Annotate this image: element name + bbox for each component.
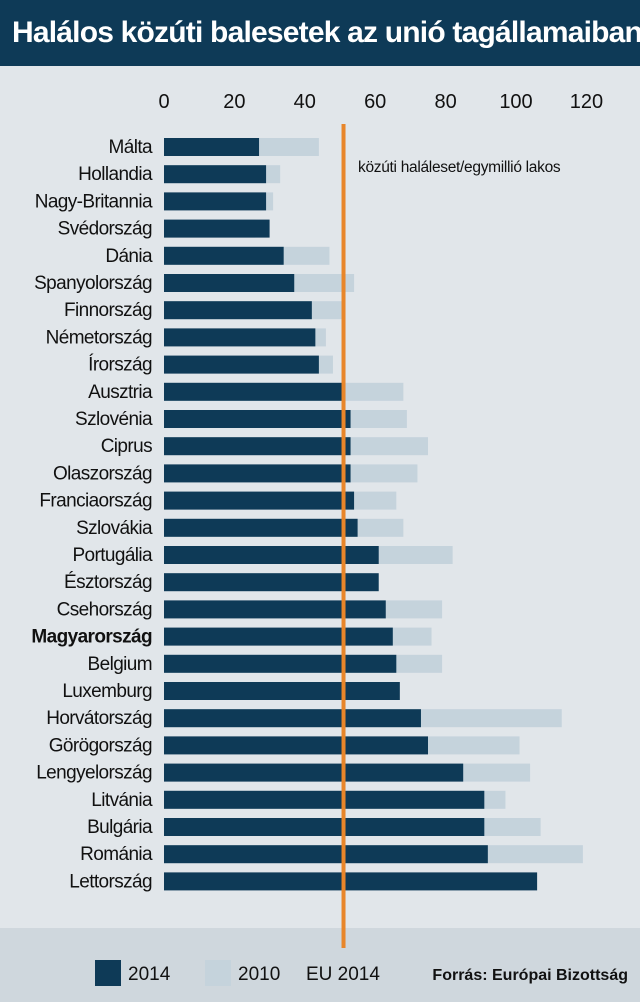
category-label: Németország (46, 327, 152, 348)
legend-label-2010: 2010 (238, 964, 280, 985)
bar-2014 (164, 410, 351, 428)
bar-2014 (164, 165, 267, 184)
category-label: Írország (88, 355, 152, 376)
x-tick-label: 120 (570, 91, 603, 113)
x-tick-label: 80 (434, 91, 456, 113)
bar-2014 (164, 654, 397, 673)
legend-swatch-2014 (95, 960, 121, 986)
category-labels: Málta Hollandia Nagy-Britannia Svédország Dá… (31, 137, 153, 892)
legend-label-2014: 2014 (128, 964, 171, 985)
bar-2014 (164, 790, 485, 809)
x-tick-label: 20 (223, 91, 245, 113)
category-label: Bulgária (87, 817, 153, 838)
page-title: Halálos közúti balesetek az unió tagálla… (12, 16, 640, 49)
category-label: Belgium (88, 654, 152, 675)
category-label: Lettország (69, 871, 152, 892)
category-label: Dánia (105, 246, 153, 267)
bar-2014 (164, 518, 358, 537)
bar-2014 (164, 709, 421, 728)
legend-label-eu-2014: EU 2014 (306, 964, 380, 985)
bar-2014 (164, 437, 351, 456)
category-label: Görögország (49, 735, 152, 756)
category-label: Svédország (58, 219, 152, 240)
bar-2014 (164, 219, 270, 238)
category-label: Nagy-Britannia (35, 191, 153, 212)
bar-2014 (164, 763, 464, 782)
category-label: Ausztria (88, 382, 153, 403)
category-label: Finnország (64, 300, 152, 321)
category-label: Horvátország (46, 708, 152, 729)
bar-2014 (164, 464, 351, 483)
x-tick-label: 40 (294, 91, 316, 113)
category-label: Lengyelország (36, 763, 152, 784)
category-label: Románia (80, 844, 153, 865)
x-tick-label: 60 (364, 91, 386, 113)
series-2014 (164, 138, 538, 891)
bar-2014 (164, 491, 355, 510)
category-label: Olaszország (53, 463, 152, 484)
bar-2014 (164, 355, 319, 374)
bar-2014 (164, 274, 295, 292)
title-bar: Halálos közúti balesetek az unió tagálla… (0, 0, 640, 66)
bar-2014 (164, 546, 379, 564)
legend-swatch-2010 (205, 960, 231, 986)
category-label: Franciaország (39, 491, 152, 512)
bar-2014 (164, 192, 267, 211)
category-label: Magyarország (31, 627, 152, 648)
unit-label: közúti haláleset/egymillió lakos (358, 159, 561, 176)
bar-2014 (164, 818, 485, 836)
bar-2014 (164, 573, 379, 592)
category-label: Málta (109, 137, 153, 158)
category-label: Portugália (72, 545, 153, 566)
bar-2014 (164, 246, 284, 265)
bar-2014 (164, 845, 488, 864)
x-tick-label: 0 (158, 91, 169, 113)
category-label: Luxemburg (62, 681, 152, 702)
x-axis-ticks: 0 20 40 60 80 100 120 (158, 91, 603, 113)
x-tick-label: 100 (499, 91, 532, 113)
legend: 2014 2010 EU 2014 Forrás: Európai Bizott… (95, 960, 628, 986)
bar-2014 (164, 138, 260, 156)
bar-2014 (164, 682, 400, 700)
category-label: Szlovénia (75, 409, 153, 430)
category-label: Litvánia (91, 790, 153, 811)
bar-2014 (164, 301, 312, 320)
category-label: Szlovákia (76, 518, 153, 539)
category-label: Hollandia (78, 164, 153, 185)
bar-2014 (164, 382, 344, 401)
category-label: Ciprus (101, 436, 152, 457)
bar-2014 (164, 736, 428, 755)
bar-2014 (164, 600, 386, 619)
bar-2014 (164, 328, 316, 347)
bar-2014 (164, 627, 393, 646)
category-label: Csehország (57, 599, 152, 620)
bar-2014 (164, 872, 538, 891)
category-label: Spanyolország (34, 273, 152, 294)
category-label: Észtország (64, 572, 152, 593)
source-note: Forrás: Európai Bizottság (432, 967, 628, 984)
